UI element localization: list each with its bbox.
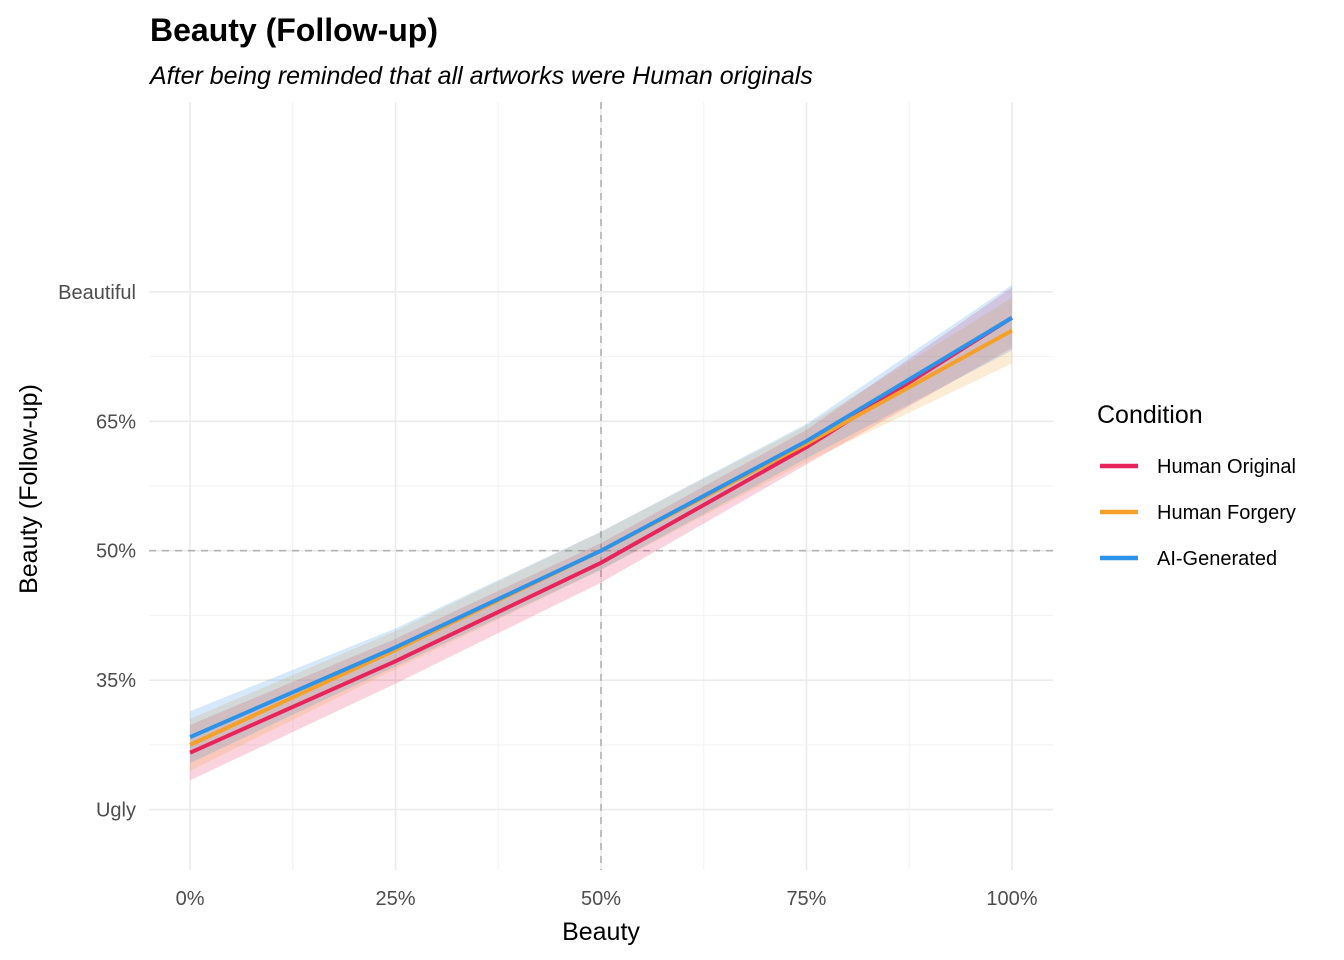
y-tick-label: 65% (96, 411, 136, 433)
y-tick-label: Ugly (96, 800, 136, 822)
x-axis-title: Beauty (562, 918, 640, 946)
x-tick-labels: 0% 25% 50% 75% 100% (176, 888, 1038, 910)
y-tick-label: Beautiful (58, 282, 136, 304)
x-tick-label: 0% (176, 888, 205, 910)
band-ai-generated (190, 284, 1012, 763)
y-tick-labels: Ugly 35% 50% 65% Beautiful (58, 282, 136, 822)
y-tick-label: 50% (96, 541, 136, 563)
y-axis-title: Beauty (Follow-up) (15, 384, 43, 594)
line-ai-generated (189, 316, 1013, 739)
legend: Condition Human Original Human Forgery AI-… (1097, 401, 1296, 570)
x-tick-label: 25% (376, 888, 416, 910)
x-tick-label: 75% (786, 888, 826, 910)
band-human-original (190, 287, 1012, 781)
legend-title: Condition (1097, 401, 1203, 429)
series-lines (189, 316, 1013, 755)
legend-label: AI-Generated (1157, 548, 1277, 570)
legend-label: Human Original (1157, 456, 1296, 478)
legend-label: Human Forgery (1157, 502, 1296, 524)
confidence-bands (190, 284, 1012, 781)
reference-lines (149, 102, 1053, 870)
y-tick-label: 35% (96, 670, 136, 692)
chart-title: Beauty (Follow-up) (150, 12, 438, 48)
x-tick-label: 50% (581, 888, 621, 910)
chart-subtitle: After being reminded that all artworks w… (148, 62, 813, 90)
legend-items: Human Original Human Forgery AI-Generated (1100, 456, 1296, 570)
x-tick-label: 100% (986, 888, 1037, 910)
band-human-forgery (190, 297, 1012, 771)
